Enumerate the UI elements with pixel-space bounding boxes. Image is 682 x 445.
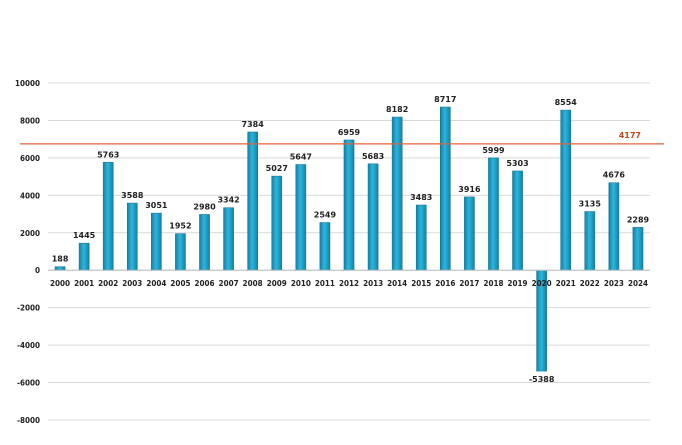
x-tick-label: 2022: [580, 279, 600, 288]
data-label: 4676: [603, 171, 626, 180]
bar: [632, 227, 644, 271]
bar: [223, 207, 234, 271]
data-label: 8717: [434, 95, 456, 104]
data-label: 2980: [193, 202, 216, 211]
y-tick-label: 0: [35, 266, 40, 275]
y-tick-label: 4000: [20, 191, 40, 200]
x-tick-label: 2001: [74, 279, 94, 288]
x-tick-label: 2011: [315, 279, 335, 288]
x-tick-label: 2021: [556, 279, 576, 288]
data-label: 5683: [362, 152, 384, 161]
data-label: -5388: [529, 375, 555, 384]
data-label: 3051: [145, 201, 168, 210]
reference-line-label: 4177: [619, 131, 641, 140]
x-tick-label: 2010: [291, 279, 311, 288]
x-tick-label: 2024: [628, 279, 648, 288]
y-tick-label: 2000: [20, 229, 40, 238]
x-tick-label: 2009: [267, 279, 287, 288]
data-label: 5303: [506, 159, 528, 168]
bar: [512, 170, 523, 271]
bar: [343, 139, 355, 271]
bar: [271, 175, 283, 271]
data-label: 1445: [73, 231, 96, 240]
x-tick-label: 2002: [98, 279, 118, 288]
bar: [126, 202, 138, 271]
bar: [584, 211, 596, 271]
bar: [608, 182, 620, 271]
data-label: 1952: [169, 222, 191, 231]
x-tick-label: 2003: [122, 279, 142, 288]
x-tick-label: 2007: [219, 279, 239, 288]
y-tick-label: -8000: [17, 416, 40, 425]
data-label: 3135: [579, 200, 602, 209]
y-tick-label: -6000: [17, 379, 40, 388]
reference-line-group: 4177: [20, 131, 664, 145]
bar: [295, 164, 307, 271]
bar: [319, 222, 331, 271]
x-tick-label: 2020: [532, 279, 552, 288]
bar: [54, 266, 66, 271]
data-label: 7384: [242, 120, 265, 129]
bars: [54, 106, 644, 372]
bar: [391, 116, 403, 271]
bar: [464, 196, 475, 271]
bar: [102, 162, 114, 271]
data-label: 8182: [386, 105, 408, 114]
data-label: 5763: [97, 150, 119, 159]
data-label: 5647: [290, 152, 312, 161]
data-label: 3588: [121, 191, 144, 200]
y-tick-label: -4000: [17, 341, 40, 350]
bar: [440, 106, 451, 271]
bar: [560, 109, 572, 271]
data-label: 8554: [555, 98, 578, 107]
data-label: 188: [52, 255, 69, 264]
data-label: 2289: [627, 215, 650, 224]
x-tick-label: 2013: [363, 279, 383, 288]
x-tick-label: 2019: [508, 279, 528, 288]
x-tick-label: 2023: [604, 279, 624, 288]
y-tick-label: 8000: [20, 116, 40, 125]
x-tick-label: 2012: [339, 279, 359, 288]
x-axis: 2000 2001 2002 2003 2004 2005 2006 2007 2008 2009…: [48, 269, 650, 288]
x-tick-label: 2014: [387, 279, 407, 288]
y-tick-label: 10000: [15, 79, 40, 88]
x-tick-label: 2004: [146, 279, 166, 288]
data-label: 5999: [482, 146, 505, 155]
bar: [78, 242, 90, 271]
data-label: 6959: [338, 128, 361, 137]
x-tick-label: 2015: [411, 279, 431, 288]
y-axis: 10000 8000 6000 4000 2000 0 -2000 -4000 -6000 -80…: [15, 79, 40, 425]
bar: [175, 233, 186, 271]
data-label: 3916: [458, 185, 481, 194]
bar: [415, 204, 427, 271]
x-tick-label: 2005: [170, 279, 190, 288]
bar: [488, 157, 499, 271]
x-tick-label: 2008: [243, 279, 263, 288]
data-label: 3342: [217, 196, 239, 205]
x-tick-label: 2006: [195, 279, 215, 288]
data-label: 3483: [410, 193, 432, 202]
x-tick-label: 2000: [50, 279, 70, 288]
y-tick-label: -2000: [17, 304, 40, 313]
y-tick-label: 6000: [20, 154, 40, 163]
bar: [151, 212, 162, 271]
bar: [367, 163, 379, 271]
bar: [199, 214, 210, 271]
x-tick-label: 2016: [435, 279, 455, 288]
data-label: 2549: [314, 210, 337, 219]
data-label: 5027: [266, 164, 288, 173]
x-tick-label: 2017: [459, 279, 479, 288]
bar: [247, 131, 258, 271]
x-tick-label: 2018: [483, 279, 503, 288]
data-labels: 1881445576335883051195229803342738450275…: [52, 95, 650, 384]
